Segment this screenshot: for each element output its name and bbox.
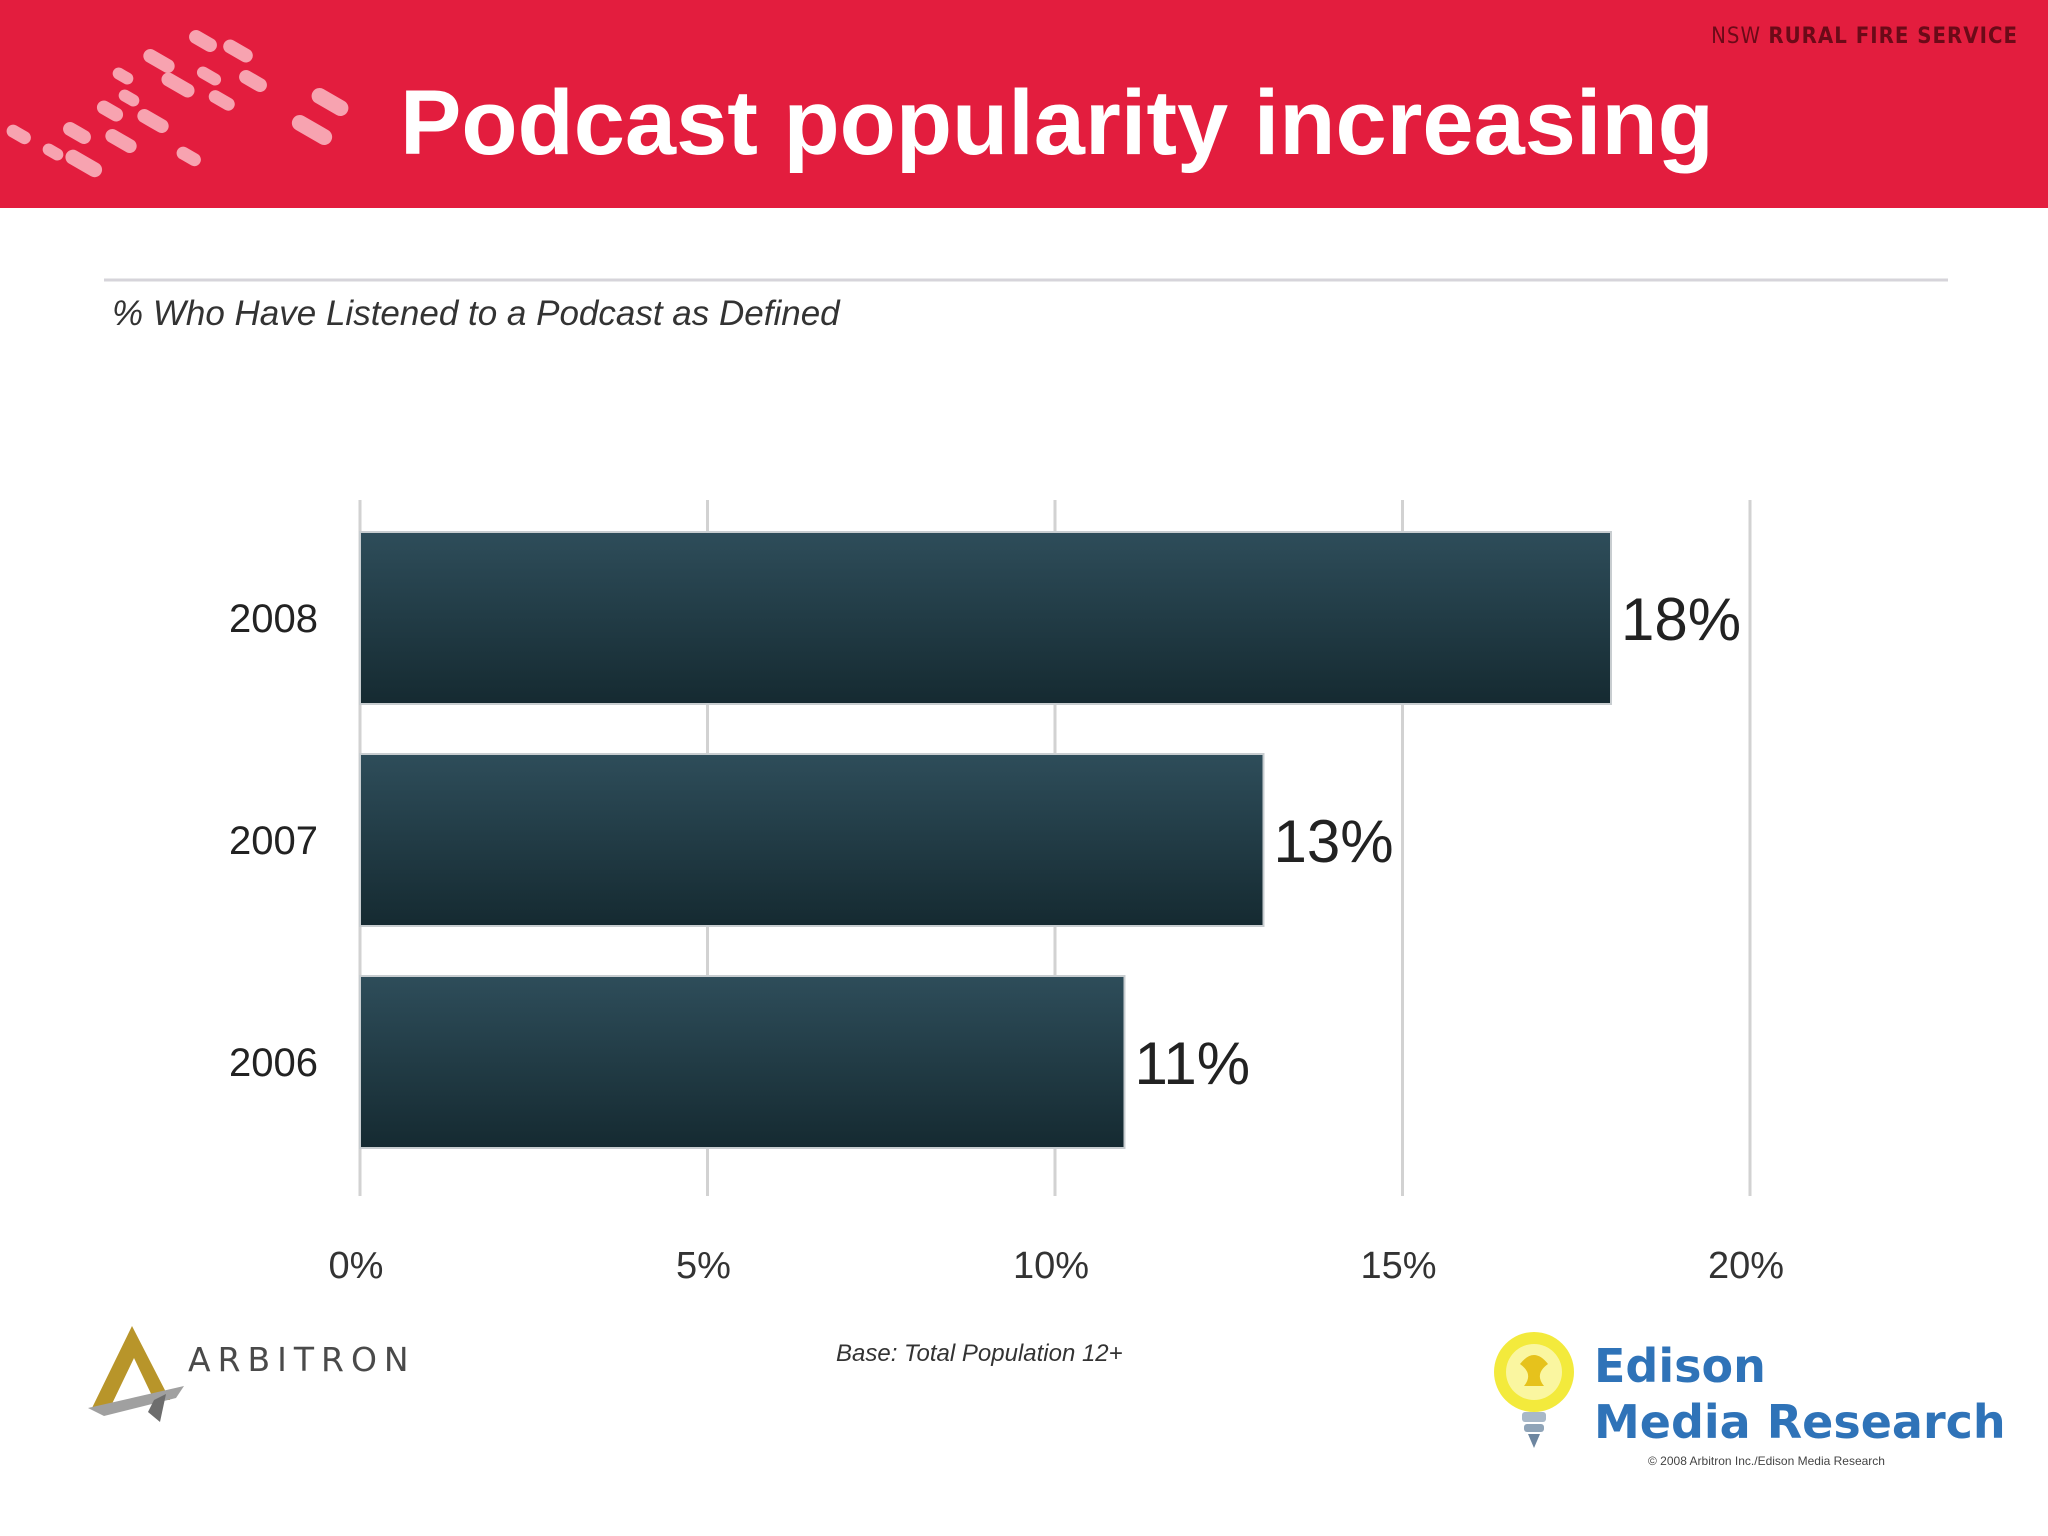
title-banner: Podcast popularity increasing NSW RURAL … [0, 0, 2048, 208]
x-tick-label: 5% [676, 1245, 731, 1287]
organization-name: NSW RURAL FIRE SERVICE [1711, 24, 2018, 49]
arbitron-wordmark: ARBITRON [188, 1340, 416, 1379]
arbitron-triangle-icon [88, 1326, 184, 1422]
category-label: 2008 [229, 597, 318, 641]
edison-wordmark: Edison Media Research [1594, 1338, 2006, 1450]
category-label: 2007 [229, 819, 318, 863]
edison-logo: Edison Media Research © 2008 Arbitron In… [1484, 1324, 2006, 1474]
copyright-note: © 2008 Arbitron Inc./Edison Media Resear… [1648, 1454, 1885, 1468]
fire-service-logo-icon [6, 30, 349, 178]
x-tick-label: 10% [1013, 1245, 1089, 1287]
edison-line-1: Edison [1594, 1339, 1766, 1393]
x-tick-label: 20% [1708, 1245, 1784, 1287]
data-label: 11% [1135, 1030, 1251, 1097]
org-prefix: NSW [1711, 24, 1762, 49]
arbitron-logo: ARBITRON [84, 1324, 444, 1434]
chart-title: % Who Have Listened to a Podcast as Defi… [112, 294, 840, 333]
bar [359, 975, 1126, 1149]
data-label: 13% [1274, 808, 1394, 875]
x-tick-label: 15% [1360, 1245, 1436, 1287]
base-note: Base: Total Population 12+ [836, 1340, 1123, 1367]
data-label: 18% [1621, 586, 1741, 653]
bar [359, 753, 1265, 927]
x-tick-label: 0% [329, 1245, 384, 1287]
category-label: 2006 [229, 1041, 318, 1085]
lightbulb-icon [1494, 1332, 1574, 1448]
edison-line-2: Media Research [1594, 1395, 2006, 1449]
org-name: RURAL FIRE SERVICE [1768, 24, 2018, 49]
slide-title: Podcast popularity increasing [400, 72, 1714, 174]
bar [359, 531, 1612, 705]
